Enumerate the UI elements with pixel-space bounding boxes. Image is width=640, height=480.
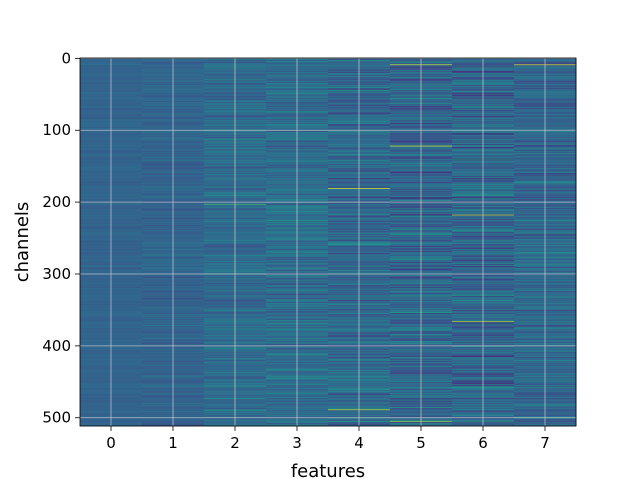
x-tick-label: 4	[354, 434, 364, 452]
y-tick-label: 500	[42, 409, 71, 427]
y-tick-label: 100	[42, 121, 71, 139]
x-tick-label: 2	[230, 434, 240, 452]
x-tick-label: 7	[540, 434, 550, 452]
plot-frame	[79, 57, 577, 427]
y-tick-label: 200	[42, 193, 71, 211]
x-tick-label: 6	[478, 434, 488, 452]
y-axis-label: channels	[12, 202, 33, 283]
x-axis: 0 1 2 3 4 5 6 7	[106, 426, 550, 452]
x-tick-label: 1	[168, 434, 178, 452]
y-tick-label: 0	[61, 49, 71, 67]
x-tick-label: 0	[106, 434, 116, 452]
y-tick-label: 300	[42, 265, 71, 283]
grid-lines	[80, 57, 576, 426]
y-tick-label: 400	[42, 337, 71, 355]
plot-area	[80, 58, 577, 427]
y-axis: 0 100 200 300 400 500	[42, 49, 80, 427]
x-tick-label: 5	[416, 434, 426, 452]
x-tick-label: 3	[292, 434, 302, 452]
x-axis-label: features	[291, 461, 365, 480]
